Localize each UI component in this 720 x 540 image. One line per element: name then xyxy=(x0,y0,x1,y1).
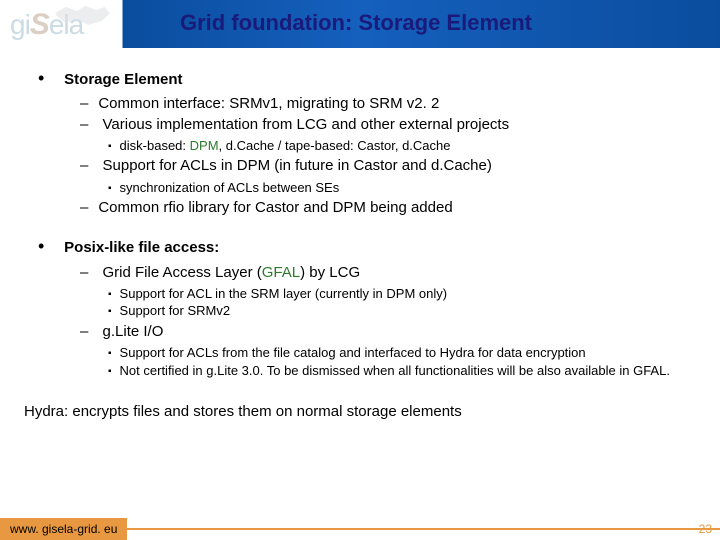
b3-disk-tape: disk-based: DPM, d.Cache / tape-based: C… xyxy=(108,137,690,155)
logo-text-s: S xyxy=(30,8,49,41)
dpm-green: DPM xyxy=(190,138,219,153)
bullet-storage-element: Storage Element Common interface: SRMv1,… xyxy=(38,66,690,218)
b1-title: Storage Element xyxy=(64,71,182,88)
b3-hydra-acl: Support for ACLs from the file catalog a… xyxy=(108,344,690,362)
b3-srmv2: Support for SRMv2 xyxy=(108,302,690,320)
b2-glite-text: g.Lite I/O xyxy=(103,323,164,340)
b2-various-impl-text: Various implementation from LCG and othe… xyxy=(103,116,510,133)
gfal-green: GFAL xyxy=(262,264,300,281)
slide-header: giSela Grid foundation: Storage Element xyxy=(0,0,720,48)
hydra-note: Hydra: encrypts files and stores them on… xyxy=(0,403,720,420)
footer-page-number: 23 xyxy=(699,522,712,536)
b2-acl-text: Support for ACLs in DPM (in future in Ca… xyxy=(103,157,492,174)
footer-line xyxy=(127,528,720,530)
b2-gfal: Grid File Access Layer (GFAL) by LCG Sup… xyxy=(80,263,690,320)
slide-title: Grid foundation: Storage Element xyxy=(180,10,532,36)
b2-glite: g.Lite I/O Support for ACLs from the fil… xyxy=(80,322,690,379)
bullet-posix: Posix-like file access: Grid File Access… xyxy=(38,234,690,379)
b2-rfio: Common rfio library for Castor and DPM b… xyxy=(80,198,690,218)
b2-various-impl: Various implementation from LCG and othe… xyxy=(80,115,690,155)
slide-content: Storage Element Common interface: SRMv1,… xyxy=(0,48,720,397)
logo-text-gi: gi xyxy=(10,9,30,40)
slide-footer: www. gisela-grid. eu 23 xyxy=(0,518,720,540)
logo: giSela xyxy=(10,8,83,42)
b2-acl-support: Support for ACLs in DPM (in future in Ca… xyxy=(80,156,690,196)
footer-url: www. gisela-grid. eu xyxy=(0,518,127,540)
b3-acl-sync: synchronization of ACLs between SEs xyxy=(108,179,690,197)
b3-not-cert: Not certified in g.Lite 3.0. To be dismi… xyxy=(108,362,690,380)
b3-acl-srm: Support for ACL in the SRM layer (curren… xyxy=(108,285,690,303)
b2-common-interface: Common interface: SRMv1, migrating to SR… xyxy=(80,94,690,114)
b2-title: Posix-like file access: xyxy=(64,239,219,256)
